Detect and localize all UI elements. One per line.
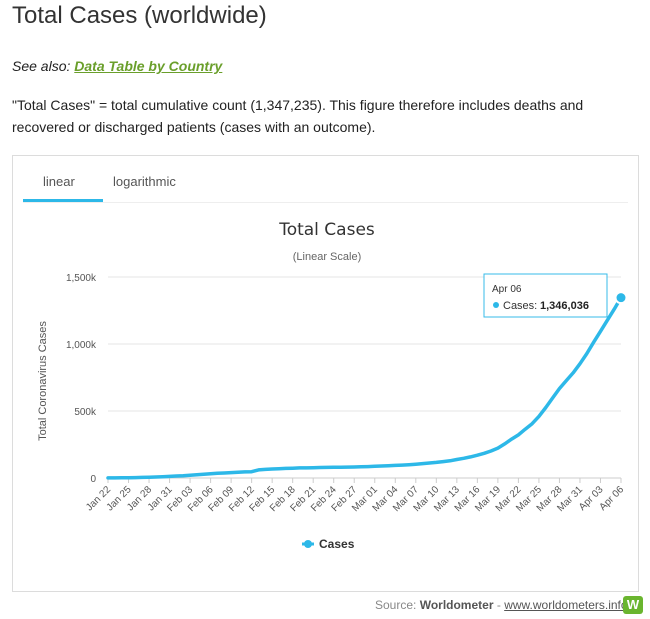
tooltip-box: [483, 273, 608, 318]
active-tab-indicator: [23, 199, 103, 202]
source-name: Worldometer: [419, 598, 494, 612]
tab-logarithmic[interactable]: logarithmic: [113, 174, 176, 189]
description: "Total Cases" = total cumulative count (…: [12, 97, 584, 135]
worldometer-logo-icon[interactable]: W: [623, 596, 643, 614]
y-tick-label: 0: [90, 474, 96, 485]
tab-linear[interactable]: linear: [43, 174, 75, 189]
y-axis-title: Total Coronavirus Cases: [37, 321, 49, 441]
source-separator: -: [496, 598, 501, 612]
tooltip: Apr 06 Cases: 1,346,036: [483, 273, 608, 318]
tooltip-value: 1,346,036: [540, 300, 589, 312]
y-tick-label: 1,000k: [66, 340, 97, 351]
legend-label[interactable]: Cases: [319, 537, 355, 551]
data-table-link[interactable]: Data Table by Country: [74, 58, 223, 74]
legend-marker: [304, 540, 312, 548]
y-tick-label: 1,500k: [66, 273, 97, 284]
see-also: See also: Data Table by Country: [12, 58, 222, 74]
see-also-label: See also:: [12, 58, 71, 74]
tooltip-dot: [493, 302, 499, 308]
tooltip-date: Apr 06: [492, 284, 522, 295]
legend[interactable]: Cases: [302, 537, 355, 551]
series-line-cases: [106, 295, 623, 480]
source-label: Source:: [375, 598, 417, 612]
data-point-last[interactable]: [614, 291, 628, 305]
chart-subtitle: (Linear Scale): [293, 251, 361, 263]
series-cases: [106, 291, 628, 480]
source-credit: Source: Worldometer - www.worldometers.i…: [375, 598, 628, 612]
chart-card: linear logarithmic Total Cases (Linear S…: [12, 155, 639, 592]
y-tick-label: 500k: [74, 407, 97, 418]
source-url-link[interactable]: www.worldometers.info: [504, 598, 628, 612]
chart-title: Total Cases: [278, 220, 375, 240]
total-cases-chart: Total Cases (Linear Scale) Total Coronav…: [37, 220, 628, 551]
tab-divider: [23, 202, 628, 203]
y-axis-ticks: 0 500k 1,000k 1,500k: [66, 273, 97, 485]
page-title: Total Cases (worldwide): [12, 2, 267, 29]
tooltip-series-label: Cases:: [503, 300, 537, 312]
